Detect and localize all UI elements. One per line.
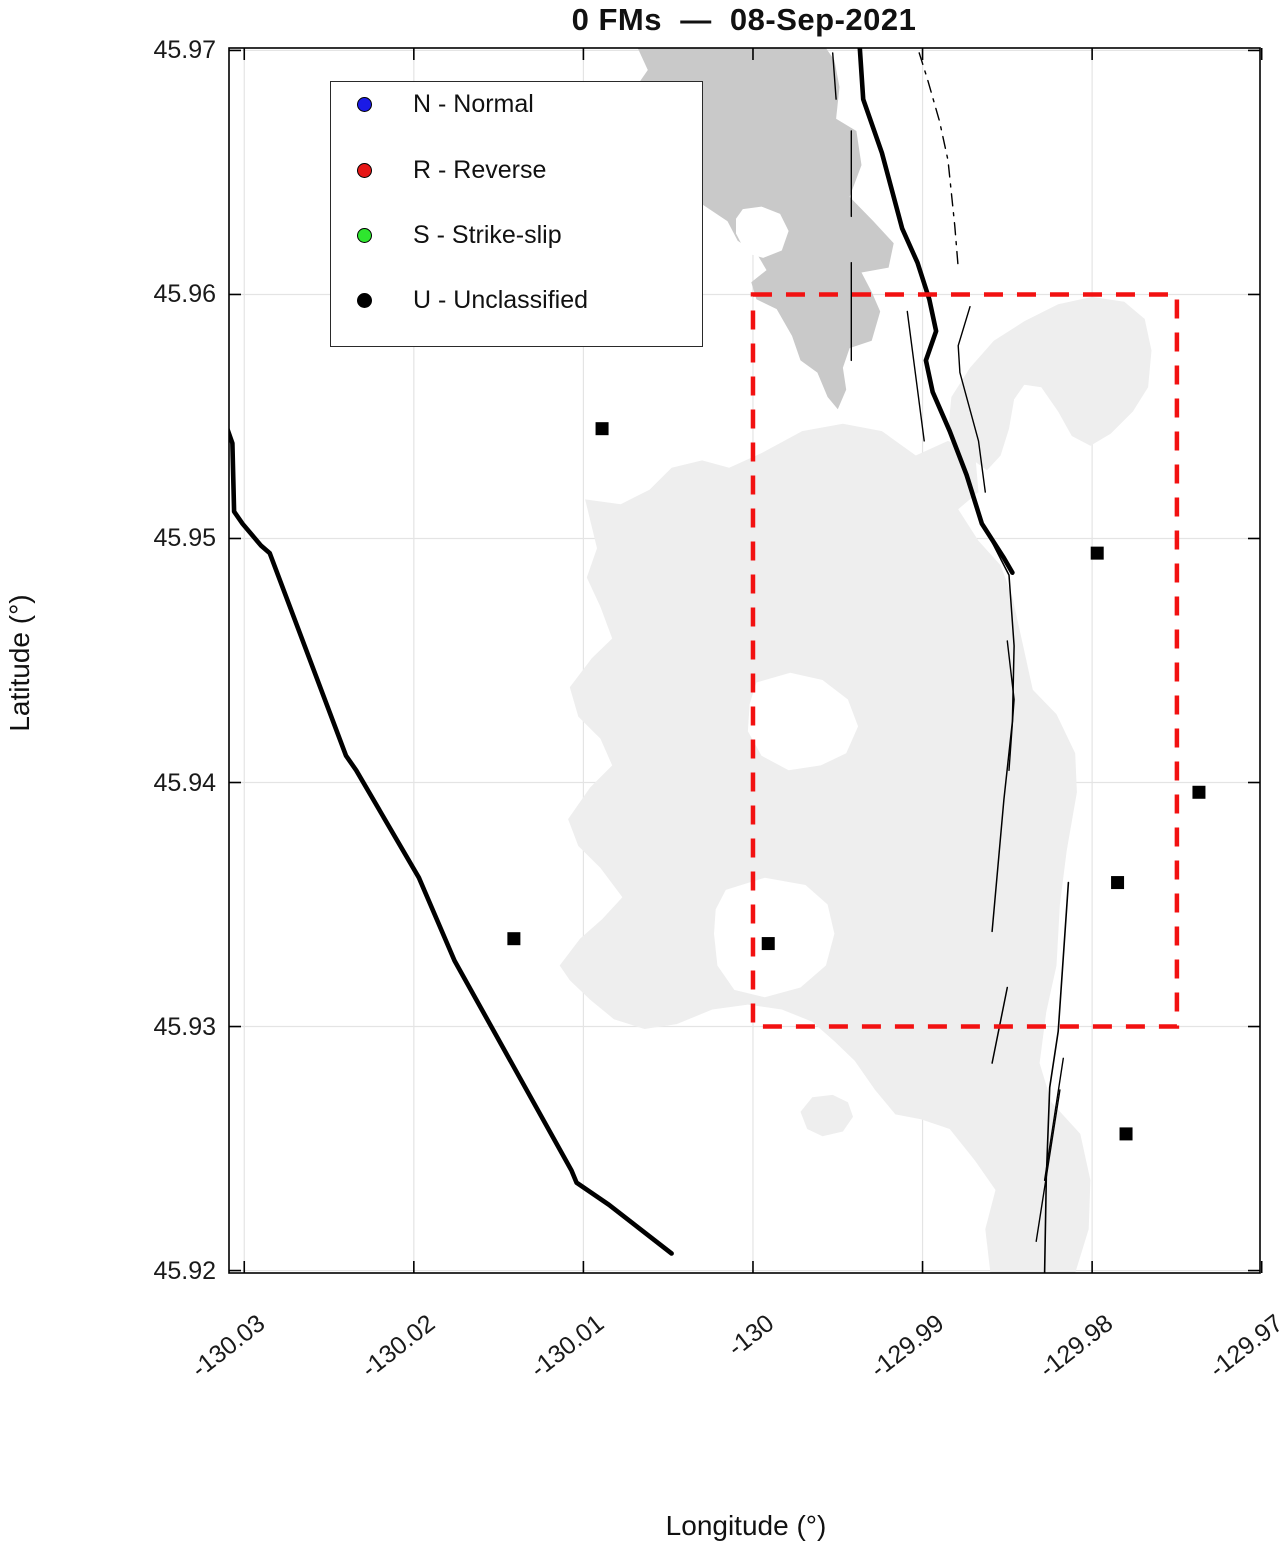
epicenter-marker bbox=[1090, 546, 1104, 560]
legend-box: N - Normal R - Reverse S - Strike-slip U… bbox=[330, 81, 703, 347]
unclassified-marker-icon bbox=[357, 292, 372, 308]
map-layers bbox=[229, 48, 1260, 1273]
fissure-arc-long-line bbox=[979, 518, 1015, 933]
epicenter-marker bbox=[1119, 1127, 1133, 1141]
ridge-fault-main-southwest-line bbox=[229, 427, 674, 1256]
normal-marker-icon bbox=[357, 96, 372, 112]
figure-title: 0 FMs — 08-Sep-2021 bbox=[571, 2, 917, 37]
strike-slip-marker-icon bbox=[357, 227, 372, 243]
legend-item-normal: N - Normal bbox=[331, 88, 702, 120]
ridge-fault-main-north-line bbox=[857, 48, 1015, 575]
legend-item-label: S - Strike-slip bbox=[413, 220, 562, 249]
fault-trace-east-upper-line bbox=[957, 306, 986, 493]
fissure-parallel-b-line bbox=[1035, 1089, 1061, 1242]
y-tick-label: 45.94 bbox=[153, 768, 216, 797]
epicenter-marker bbox=[1192, 785, 1206, 799]
legend-item-unclassified: U - Unclassified bbox=[331, 284, 702, 316]
axes-border bbox=[228, 47, 1261, 1274]
lava-field-central-region bbox=[559, 423, 1091, 1273]
fissure-parallel-a-line bbox=[1043, 1057, 1064, 1181]
fault-trace-west-upper-line bbox=[906, 310, 925, 442]
study-area-rect bbox=[750, 292, 1180, 1029]
lava-patch-small-region bbox=[800, 1094, 853, 1137]
epicenter-marker bbox=[507, 932, 521, 946]
y-tick-label: 45.97 bbox=[153, 36, 216, 65]
lava-field-northeast-region bbox=[948, 296, 1152, 471]
white-bay-summit-region bbox=[736, 206, 789, 258]
fault-trace-dashdot-ne-line bbox=[918, 52, 959, 269]
y-axis-label: Latitude (°) bbox=[4, 594, 35, 732]
y-tick-label: 45.93 bbox=[153, 1012, 216, 1041]
legend-item-label: R - Reverse bbox=[413, 155, 547, 184]
legend-item-label: N - Normal bbox=[413, 89, 534, 118]
y-tick-label: 45.95 bbox=[153, 524, 216, 553]
legend-item-strike-slip: S - Strike-slip bbox=[331, 219, 702, 251]
white-bay-central-region bbox=[747, 672, 859, 771]
epicenter-marker bbox=[1111, 876, 1125, 890]
legend-item-label: U - Unclassified bbox=[413, 285, 589, 314]
y-tick-label: 45.92 bbox=[153, 1256, 216, 1285]
fissure-long-southeast-line bbox=[1043, 881, 1070, 1273]
epicenter-marker bbox=[761, 937, 775, 951]
y-tick-label: 45.96 bbox=[153, 280, 216, 309]
x-axis-label: Longitude (°) bbox=[665, 1510, 827, 1541]
fissure-arc-short-line bbox=[1006, 640, 1015, 771]
summit-fissure-1-line bbox=[832, 52, 837, 100]
epicenter-marker bbox=[595, 422, 609, 436]
reverse-marker-icon bbox=[357, 162, 372, 178]
legend-item-reverse: R - Reverse bbox=[331, 154, 702, 186]
